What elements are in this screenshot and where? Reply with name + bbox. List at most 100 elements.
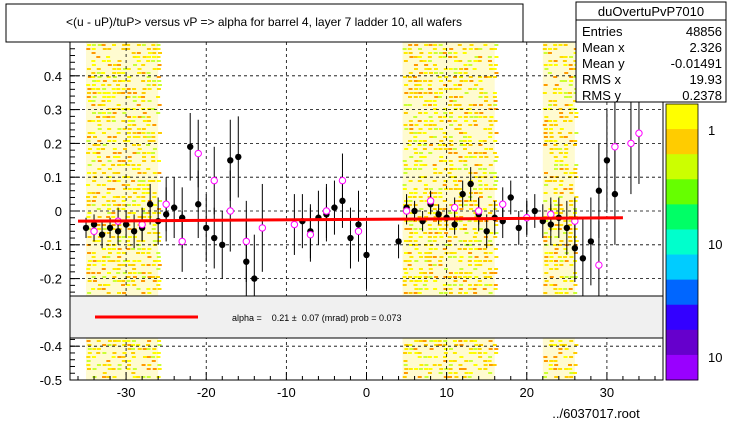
density-cell <box>428 124 433 126</box>
density-cell <box>112 352 117 354</box>
density-cell <box>458 72 463 74</box>
density-cell <box>443 88 448 90</box>
density-cell <box>152 172 157 174</box>
density-cell <box>562 232 567 234</box>
density-cell <box>573 228 578 230</box>
density-cell <box>488 164 493 166</box>
density-cell <box>87 76 92 78</box>
density-cell <box>472 236 477 238</box>
density-cell <box>444 268 449 270</box>
density-cell <box>127 156 132 158</box>
density-cell <box>413 92 418 94</box>
density-cell <box>457 188 462 190</box>
density-cell <box>92 172 97 174</box>
density-cell <box>87 264 92 266</box>
density-cell <box>419 272 424 274</box>
density-cell <box>422 192 427 194</box>
density-cell <box>439 80 444 82</box>
density-cell <box>482 208 487 210</box>
colorbar-segment <box>666 279 698 306</box>
density-cell <box>473 268 478 270</box>
density-cell <box>459 256 464 258</box>
density-cell <box>424 100 429 102</box>
density-cell <box>127 360 132 362</box>
density-cell <box>549 136 554 138</box>
density-cell <box>107 248 112 250</box>
density-cell <box>91 200 96 202</box>
chart-title: <(u - uP)/tuP> versus vP => alpha for ba… <box>66 15 462 29</box>
density-cell <box>563 280 568 282</box>
density-cell <box>127 136 132 138</box>
density-cell <box>136 152 141 154</box>
density-cell <box>454 184 459 186</box>
density-cell <box>573 292 578 294</box>
density-cell <box>146 60 151 62</box>
density-cell <box>478 284 483 286</box>
density-cell <box>473 240 478 242</box>
density-cell <box>146 84 151 86</box>
density-cell <box>132 236 137 238</box>
density-cell <box>91 356 96 358</box>
density-cell <box>414 352 419 354</box>
density-cell <box>493 104 498 106</box>
density-cell <box>544 260 549 262</box>
density-cell <box>418 140 423 142</box>
density-cell <box>97 44 102 46</box>
density-cell <box>127 344 132 346</box>
density-cell <box>422 148 427 150</box>
density-cell <box>453 68 458 70</box>
density-cell <box>463 224 468 226</box>
density-cell <box>487 76 492 78</box>
density-cell <box>403 112 408 114</box>
density-cell <box>432 124 437 126</box>
density-cell <box>424 68 429 70</box>
density-cell <box>132 276 137 278</box>
density-cell <box>468 156 473 158</box>
density-cell <box>438 148 443 150</box>
density-cell <box>478 260 483 262</box>
stats-value: 0.2378 <box>682 88 722 103</box>
density-cell <box>413 64 418 66</box>
density-cell <box>433 192 438 194</box>
density-cell <box>463 80 468 82</box>
density-cell <box>126 368 131 370</box>
density-cell <box>96 340 101 342</box>
density-cell <box>97 76 102 78</box>
density-cell <box>146 344 151 346</box>
density-cell <box>563 144 568 146</box>
density-cell <box>558 348 563 350</box>
stats-value: -0.01491 <box>671 56 722 71</box>
density-cell <box>96 272 101 274</box>
density-cell <box>112 196 117 198</box>
density-cell <box>117 224 122 226</box>
density-cell <box>413 240 418 242</box>
y-tick-label: -0.5 <box>40 373 62 388</box>
density-cell <box>437 224 442 226</box>
density-cell <box>432 212 437 214</box>
density-cell <box>152 212 157 214</box>
density-cell <box>146 376 151 378</box>
density-cell <box>553 188 558 190</box>
density-cell <box>473 284 478 286</box>
density-cell <box>463 292 468 294</box>
density-cell <box>449 348 454 350</box>
density-cell <box>569 340 574 342</box>
density-cell <box>141 240 146 242</box>
density-cell <box>107 208 112 210</box>
density-cell <box>559 112 564 114</box>
density-cell <box>443 292 448 294</box>
density-cell <box>137 260 142 262</box>
density-cell <box>494 220 499 222</box>
density-cell <box>418 128 423 130</box>
density-cell <box>494 72 499 74</box>
density-cell <box>554 376 559 378</box>
density-cell <box>557 256 562 258</box>
density-cell <box>132 96 137 98</box>
density-cell <box>464 200 469 202</box>
data-point <box>363 251 370 259</box>
density-cell <box>117 128 122 130</box>
density-cell <box>474 164 479 166</box>
density-cell <box>433 148 438 150</box>
density-cell <box>137 148 142 150</box>
density-cell <box>428 252 433 254</box>
